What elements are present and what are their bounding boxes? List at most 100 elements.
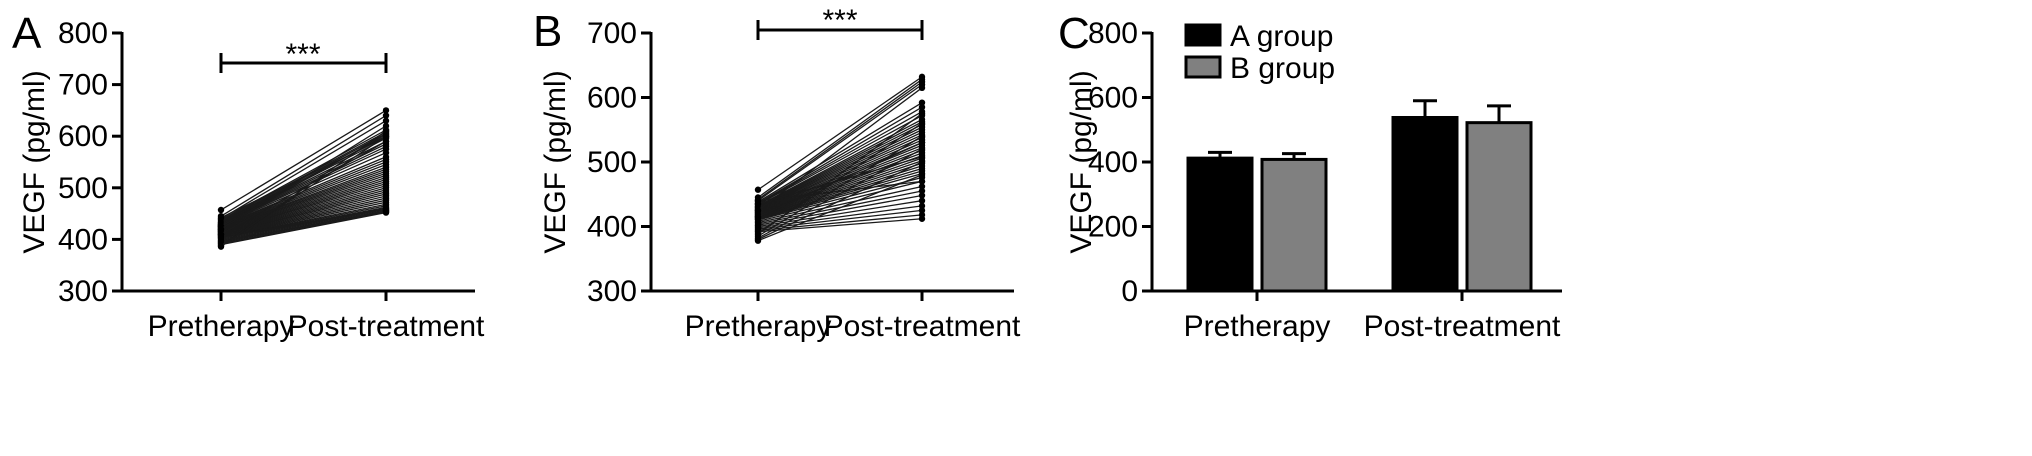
bar-1-1: [1465, 121, 1533, 293]
pair-line-b-2: [757, 81, 923, 200]
y-tick-label-b-1: 400: [587, 211, 637, 244]
bar-1-0: [1391, 115, 1459, 293]
legend-label-a-group: A group: [1230, 20, 1333, 53]
pair-line-a-20: [220, 172, 387, 231]
pair-line-b-46: [757, 180, 923, 202]
y-tick-label-a-2: 500: [58, 172, 108, 205]
pair-line-b-29: [757, 172, 923, 221]
category-label-a-0: Pretherapy: [148, 310, 295, 343]
y-axis-label-a: VEGF (pg/ml): [18, 70, 51, 253]
y-tick-label-a-3: 600: [58, 120, 108, 153]
bar-0-0: [1186, 156, 1254, 293]
pair-line-a-1: [220, 115, 387, 217]
panel-letter-c: C: [1058, 9, 1090, 58]
pair-line-b-48: [757, 87, 923, 211]
y-tick-label-c-1: 200: [1088, 211, 1138, 244]
pair-line-a-32: [220, 197, 387, 237]
y-tick-label-b-3: 600: [587, 82, 637, 115]
pair-line-b-17: [757, 142, 923, 213]
pair-point-post-b-33: [918, 187, 926, 195]
pair-line-b-45: [757, 174, 923, 242]
pair-point-post-b-47: [918, 153, 926, 161]
y-tick-label-b-4: 700: [587, 17, 637, 50]
pair-line-b-9: [757, 121, 923, 208]
pair-line-b-42: [757, 135, 923, 237]
bar-0-1: [1260, 157, 1328, 293]
pair-point-post-b-34: [918, 192, 926, 199]
pair-line-a-28: [220, 189, 387, 235]
y-tick-label-a-0: 300: [58, 275, 108, 308]
y-tick-label-b-0: 300: [587, 275, 637, 308]
y-axis-label-b: VEGF (pg/ml): [539, 70, 572, 253]
y-tick-label-a-1: 400: [58, 223, 108, 256]
panel-a: A VEGF (pg/ml) 300 400 500 600 700 800 Prethe…: [12, 9, 485, 343]
pair-line-a-14: [220, 158, 387, 228]
pair-line-b-0: [757, 76, 923, 191]
pair-point-pre-a-47: [217, 214, 225, 221]
pair-point-pre-a-48: [217, 225, 225, 233]
pair-line-a-33: [220, 199, 387, 237]
pair-line-b-28: [757, 170, 923, 220]
pair-point-post-b-40: [918, 120, 926, 127]
pair-line-a-37: [220, 206, 387, 240]
pair-line-b-36: [757, 205, 923, 229]
category-label-c-1: Post-treatment: [1364, 310, 1561, 343]
pair-line-b-1: [757, 78, 923, 199]
pair-line-a-34: [220, 201, 387, 238]
pair-point-pre-a-45: [217, 243, 225, 250]
pair-point-pre-a-0: [217, 206, 225, 214]
pair-line-b-43: [757, 148, 923, 239]
pair-line-b-49: [757, 142, 923, 218]
pair-line-b-20: [757, 149, 923, 215]
pair-point-post-a-0: [382, 107, 390, 114]
pair-line-b-25: [757, 162, 923, 218]
pair-point-post-b-41: [918, 110, 926, 117]
pair-point-post-b-36: [918, 202, 926, 210]
pair-point-post-b-32: [918, 183, 926, 190]
category-label-b-0: Pretherapy: [685, 310, 832, 343]
pair-point-post-a-48: [382, 122, 390, 130]
pair-line-b-24: [757, 160, 923, 217]
y-tick-label-a-5: 800: [58, 17, 108, 50]
pair-point-post-b-4: [918, 99, 926, 106]
pair-line-b-16: [757, 139, 923, 212]
significance-a: ***: [285, 38, 320, 71]
pair-point-post-b-44: [918, 158, 926, 166]
category-label-a-1: Post-treatment: [288, 310, 485, 343]
pair-point-post-a-49: [382, 138, 390, 145]
pair-line-a-49: [220, 140, 387, 235]
category-label-b-1: Post-treatment: [824, 310, 1021, 343]
legend-c: A group B group: [1184, 20, 1335, 85]
pair-line-b-44: [757, 161, 923, 240]
y-tick-label-c-2: 400: [1088, 146, 1138, 179]
pair-line-b-6: [757, 111, 923, 205]
pair-point-post-b-39: [918, 215, 926, 222]
y-tick-label-c-0: 0: [1121, 275, 1138, 308]
pair-point-post-a-1: [382, 112, 390, 119]
pair-point-post-b-42: [918, 133, 926, 140]
pair-line-a-2: [220, 120, 387, 220]
pair-line-a-27: [220, 187, 387, 234]
pair-line-b-32: [757, 185, 923, 224]
panel-b: B VEGF (pg/ml) 300 400 500 600 700 Pretherap…: [533, 4, 1021, 343]
pair-point-post-b-45: [918, 171, 926, 179]
pair-line-a-22: [220, 176, 387, 232]
pair-point-post-b-5: [918, 103, 926, 111]
pair-point-post-b-48: [918, 84, 926, 92]
pair-line-b-35: [757, 200, 923, 228]
pair-point-post-b-43: [918, 145, 926, 153]
significance-b: ***: [822, 4, 857, 37]
pair-line-b-5: [757, 106, 923, 204]
y-axis-label-c: VEGF (pg/ml): [1065, 70, 1098, 253]
pair-line-a-24: [220, 180, 387, 233]
pair-line-a-41: [220, 210, 387, 244]
pair-line-b-4: [757, 102, 923, 203]
pair-line-a-35: [220, 203, 387, 238]
pair-point-post-a-43: [382, 209, 390, 216]
plot-c: 0 200 400 600 800: [1088, 17, 1562, 308]
pair-line-a-43: [220, 211, 387, 246]
y-tick-label-b-2: 500: [587, 146, 637, 179]
pair-line-a-48: [220, 125, 387, 230]
pair-line-a-38: [220, 207, 387, 241]
